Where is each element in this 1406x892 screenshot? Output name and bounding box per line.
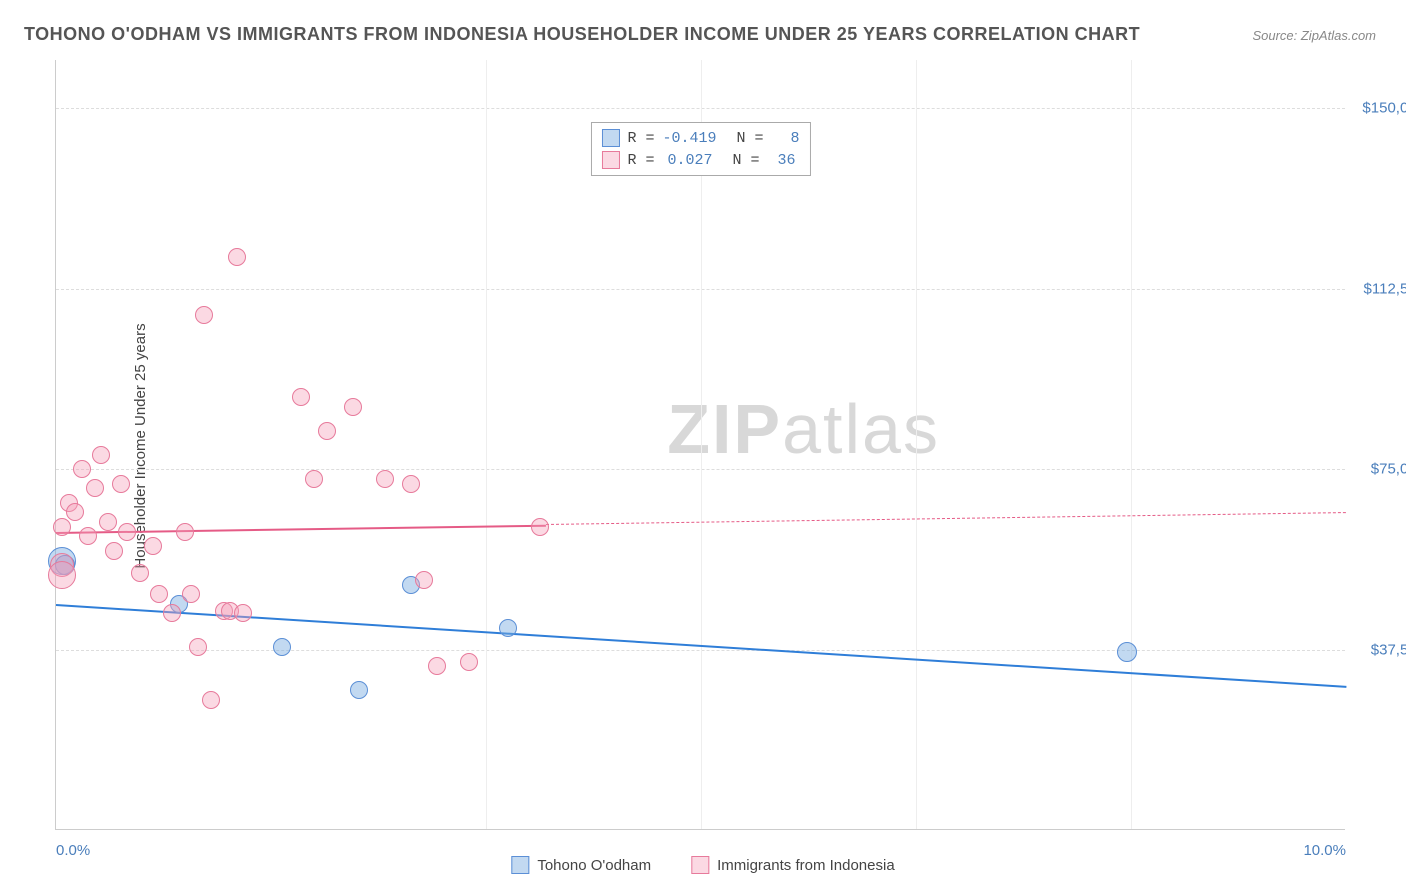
- page-title: TOHONO O'ODHAM VS IMMIGRANTS FROM INDONE…: [24, 24, 1140, 45]
- data-point-indonesia: [460, 653, 478, 671]
- data-point-indonesia: [182, 585, 200, 603]
- data-point-indonesia: [150, 585, 168, 603]
- data-point-indonesia: [79, 527, 97, 545]
- x-tick-label: 10.0%: [1303, 842, 1346, 859]
- data-point-tohono: [350, 681, 368, 699]
- data-point-indonesia: [118, 523, 136, 541]
- y-tick-label: $150,000: [1355, 100, 1406, 117]
- gridline-vertical: [486, 60, 487, 829]
- r-label: R =: [627, 152, 654, 169]
- data-point-indonesia: [202, 691, 220, 709]
- watermark-logo: ZIPatlas: [667, 389, 940, 469]
- n-label: N =: [732, 152, 759, 169]
- data-point-indonesia: [292, 388, 310, 406]
- data-point-tohono: [1117, 642, 1137, 662]
- series-legend: Tohono O'odham Immigrants from Indonesia: [511, 856, 894, 874]
- data-point-indonesia: [48, 561, 76, 589]
- correlation-legend: R = -0.419 N = 8 R = 0.027 N = 36: [590, 122, 810, 176]
- n-value-tohono: 8: [772, 130, 800, 147]
- gridline-vertical: [916, 60, 917, 829]
- data-point-indonesia: [195, 306, 213, 324]
- trend-line-indonesia-extrapolated: [546, 512, 1346, 525]
- data-point-indonesia: [105, 542, 123, 560]
- legend-swatch-tohono: [601, 129, 619, 147]
- n-value-indonesia: 36: [768, 152, 796, 169]
- legend-swatch-tohono: [511, 856, 529, 874]
- source-attribution: Source: ZipAtlas.com: [1252, 28, 1376, 43]
- legend-label-tohono: Tohono O'odham: [537, 857, 651, 874]
- data-point-tohono: [273, 638, 291, 656]
- data-point-indonesia: [376, 470, 394, 488]
- watermark-part-a: ZIP: [667, 390, 782, 468]
- data-point-indonesia: [163, 604, 181, 622]
- data-point-indonesia: [144, 537, 162, 555]
- data-point-tohono: [499, 619, 517, 637]
- data-point-indonesia: [99, 513, 117, 531]
- data-point-indonesia: [86, 479, 104, 497]
- scatter-chart: ZIPatlas R = -0.419 N = 8 R = 0.027 N = …: [55, 60, 1345, 830]
- legend-row-tohono: R = -0.419 N = 8: [601, 127, 799, 149]
- data-point-indonesia: [112, 475, 130, 493]
- data-point-indonesia: [189, 638, 207, 656]
- legend-swatch-indonesia: [691, 856, 709, 874]
- legend-item-tohono: Tohono O'odham: [511, 856, 651, 874]
- gridline-vertical: [1131, 60, 1132, 829]
- legend-swatch-indonesia: [601, 151, 619, 169]
- data-point-indonesia: [176, 523, 194, 541]
- data-point-indonesia: [131, 564, 149, 582]
- data-point-indonesia: [402, 475, 420, 493]
- x-tick-label: 0.0%: [56, 842, 90, 859]
- data-point-indonesia: [53, 518, 71, 536]
- data-point-indonesia: [318, 422, 336, 440]
- data-point-indonesia: [228, 248, 246, 266]
- legend-item-indonesia: Immigrants from Indonesia: [691, 856, 895, 874]
- data-point-indonesia: [428, 657, 446, 675]
- data-point-indonesia: [415, 571, 433, 589]
- data-point-indonesia: [92, 446, 110, 464]
- y-tick-label: $37,500: [1355, 641, 1406, 658]
- data-point-indonesia: [531, 518, 549, 536]
- data-point-indonesia: [66, 503, 84, 521]
- r-label: R =: [627, 130, 654, 147]
- data-point-indonesia: [305, 470, 323, 488]
- r-value-tohono: -0.419: [662, 130, 716, 147]
- r-value-indonesia: 0.027: [662, 152, 712, 169]
- data-point-indonesia: [234, 604, 252, 622]
- y-tick-label: $75,000: [1355, 461, 1406, 478]
- data-point-indonesia: [73, 460, 91, 478]
- legend-row-indonesia: R = 0.027 N = 36: [601, 149, 799, 171]
- y-tick-label: $112,500: [1355, 280, 1406, 297]
- legend-label-indonesia: Immigrants from Indonesia: [717, 857, 895, 874]
- n-label: N =: [737, 130, 764, 147]
- data-point-indonesia: [344, 398, 362, 416]
